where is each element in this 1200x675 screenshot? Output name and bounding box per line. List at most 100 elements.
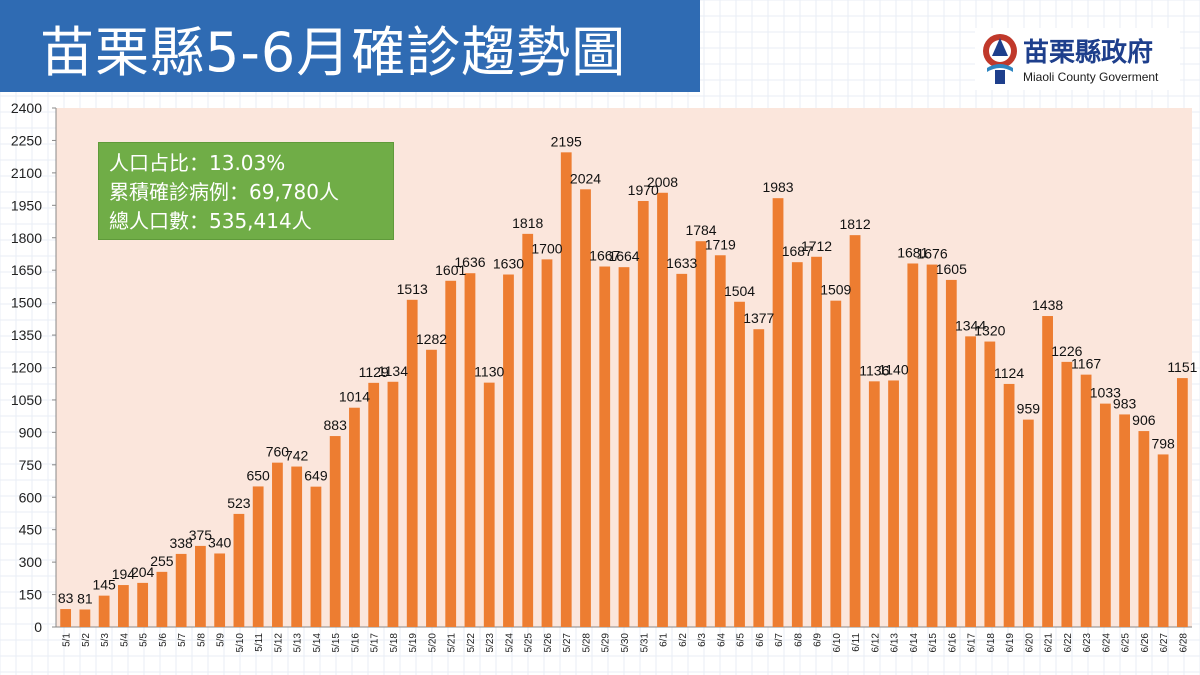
data-label: 1784 — [685, 222, 716, 238]
x-tick-label: 5/10 — [235, 633, 246, 653]
data-label: 1129 — [359, 364, 389, 380]
data-label: 650 — [246, 467, 270, 483]
y-tick-label: 2250 — [11, 132, 42, 148]
x-tick-label: 5/6 — [158, 633, 169, 647]
data-label: 1601 — [435, 262, 466, 278]
data-label: 1509 — [820, 282, 851, 298]
x-tick-label: 6/16 — [947, 633, 958, 653]
data-label: 523 — [227, 495, 251, 511]
data-label: 1605 — [936, 261, 967, 277]
bar — [252, 486, 264, 627]
x-tick-label: 5/20 — [427, 633, 438, 653]
bar — [753, 329, 765, 627]
data-label: 1438 — [1032, 297, 1063, 313]
x-tick-label: 5/26 — [543, 633, 554, 653]
data-label: 83 — [58, 590, 74, 606]
x-tick-label: 5/12 — [273, 633, 284, 653]
bar — [137, 582, 149, 627]
bar — [676, 273, 688, 627]
bar — [503, 274, 514, 627]
data-label: 1812 — [839, 216, 870, 232]
bar — [1022, 419, 1034, 627]
data-label: 1033 — [1090, 385, 1121, 401]
y-tick-label: 2100 — [11, 165, 42, 181]
data-label: 1513 — [397, 281, 428, 297]
bar — [868, 381, 880, 627]
data-label: 1320 — [974, 323, 1005, 339]
x-tick-label: 6/14 — [909, 633, 920, 653]
y-tick-label: 0 — [34, 619, 42, 635]
page-title: 苗栗縣5-6月確診趨勢圖 — [40, 21, 627, 84]
data-label: 1970 — [628, 182, 659, 198]
x-tick-label: 6/3 — [697, 633, 708, 647]
bar — [175, 553, 187, 627]
x-tick-label: 6/2 — [678, 633, 689, 647]
bar — [291, 466, 303, 627]
data-label: 649 — [304, 468, 328, 484]
y-tick-label: 1800 — [11, 230, 42, 246]
x-tick-label: 5/24 — [504, 633, 515, 653]
x-tick-label: 5/19 — [408, 633, 419, 653]
data-label: 1134 — [378, 363, 408, 379]
bar — [945, 279, 957, 627]
data-label: 1818 — [512, 215, 543, 231]
x-tick-label: 5/2 — [81, 633, 92, 647]
data-label: 145 — [92, 577, 116, 593]
data-label: 1124 — [994, 365, 1024, 381]
x-tick-label: 5/1 — [62, 633, 73, 647]
total-population-text: 總人口數：535,414人 — [109, 209, 312, 233]
x-tick-label: 5/21 — [447, 633, 458, 653]
bar — [117, 585, 129, 627]
bar — [1119, 414, 1131, 627]
data-label: 340 — [208, 534, 232, 550]
y-tick-label: 1200 — [11, 360, 42, 376]
logo-name-cn: 苗栗縣政府 — [1023, 38, 1154, 68]
data-label: 2024 — [570, 170, 601, 186]
bar — [657, 192, 668, 627]
data-label: 1681 — [897, 244, 928, 260]
bar — [1099, 403, 1111, 627]
data-label: 883 — [324, 417, 348, 433]
x-tick-label: 6/24 — [1101, 633, 1112, 653]
x-tick-label: 6/22 — [1063, 633, 1074, 653]
bar — [368, 382, 380, 627]
y-tick-label: 600 — [19, 489, 43, 505]
x-tick-label: 5/23 — [485, 633, 496, 653]
bar — [156, 571, 168, 627]
x-tick-label: 5/27 — [562, 633, 573, 653]
x-tick-label: 6/28 — [1178, 633, 1189, 653]
x-tick-label: 5/17 — [370, 633, 381, 653]
x-tick-label: 6/23 — [1082, 633, 1093, 653]
x-tick-label: 5/13 — [293, 633, 304, 653]
x-tick-label: 6/8 — [793, 633, 804, 647]
data-label: 255 — [150, 553, 174, 569]
x-tick-label: 5/4 — [119, 633, 130, 647]
data-label: 1719 — [705, 236, 736, 252]
data-label: 338 — [169, 535, 193, 551]
data-label: 1130 — [474, 364, 504, 380]
bar — [888, 380, 899, 627]
bar — [560, 152, 572, 628]
bar — [464, 273, 476, 627]
bar — [811, 256, 822, 627]
bar — [1138, 431, 1150, 627]
x-tick-label: 6/18 — [986, 633, 997, 653]
bar — [1080, 374, 1092, 627]
x-tick-label: 6/26 — [1140, 633, 1151, 653]
bar — [599, 266, 611, 627]
y-tick-label: 900 — [19, 424, 43, 440]
cumulative-cases-text: 累積確診病例：69,780人 — [109, 180, 339, 204]
bar — [445, 280, 457, 627]
bar — [483, 382, 495, 627]
x-tick-label: 6/19 — [1005, 633, 1016, 653]
data-label: 1636 — [454, 254, 485, 270]
data-label: 1504 — [724, 283, 755, 299]
data-label: 1377 — [743, 310, 774, 326]
x-tick-label: 6/7 — [774, 633, 785, 647]
x-tick-label: 5/8 — [196, 633, 207, 647]
x-tick-label: 6/9 — [813, 633, 824, 647]
data-label: 1664 — [608, 248, 639, 264]
y-tick-label: 300 — [19, 554, 43, 570]
bar — [1061, 361, 1073, 627]
x-tick-label: 5/11 — [254, 633, 265, 652]
